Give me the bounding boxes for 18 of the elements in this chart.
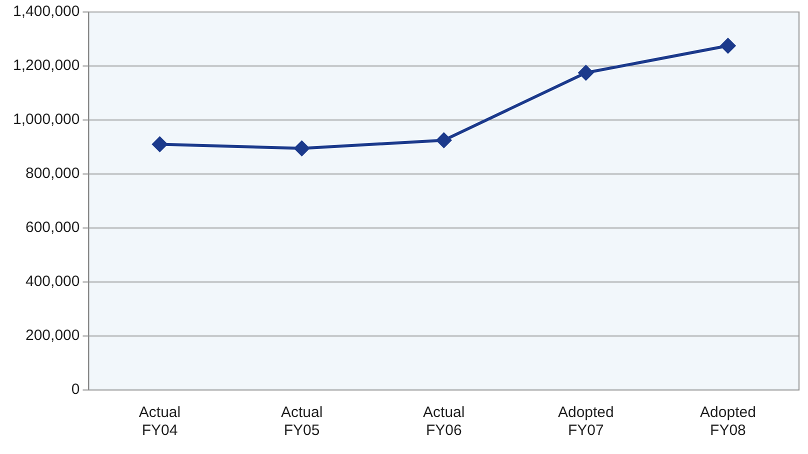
y-tick-label: 1,400,000 (12, 3, 80, 20)
x-tick-label: Actual FY05 (280, 404, 323, 440)
point (152, 136, 168, 152)
point (720, 38, 736, 54)
y-tick-label: 400,000 (25, 273, 80, 290)
point (294, 140, 310, 156)
y-tick-label: 600,000 (25, 219, 80, 236)
y-tick-label: 1,000,000 (12, 111, 80, 128)
point (578, 65, 594, 80)
y-tick-label: 0 (71, 381, 80, 398)
x-tick-label: Adopted FY08 (700, 404, 756, 440)
y-tick-label: 200,000 (25, 327, 80, 344)
x-tick-label: Adopted FY07 (558, 404, 614, 440)
y-tick-label: 800,000 (25, 165, 80, 182)
point (436, 132, 452, 148)
y-tick-label: 1,200,000 (12, 57, 80, 74)
x-tick-label: Actual FY04 (138, 404, 181, 440)
x-tick-label: Actual FY06 (423, 404, 465, 440)
